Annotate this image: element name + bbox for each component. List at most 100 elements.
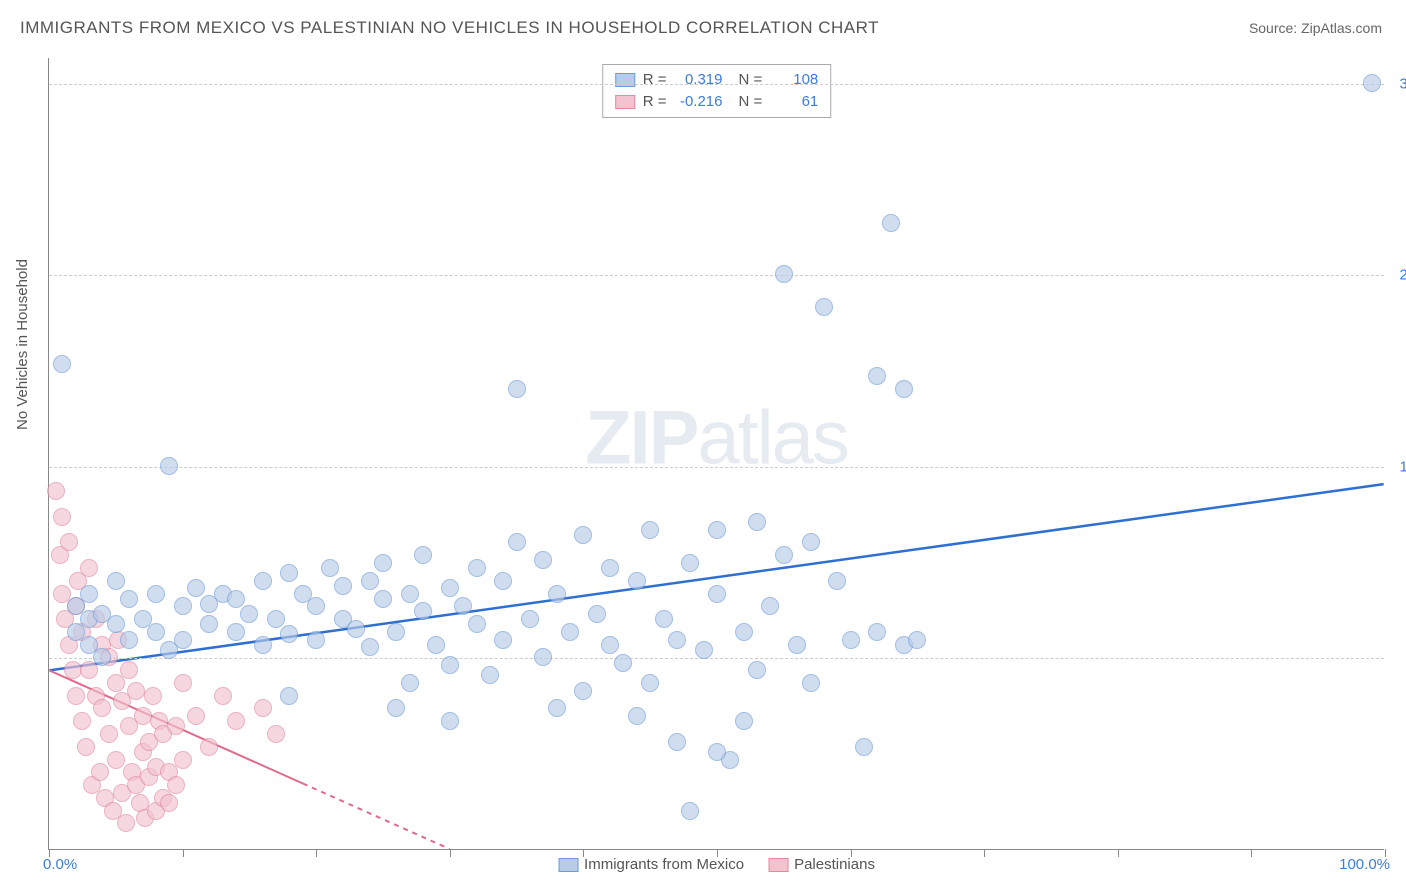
data-point: [174, 597, 192, 615]
data-point: [361, 572, 379, 590]
data-point: [574, 526, 592, 544]
data-point: [414, 602, 432, 620]
data-point: [387, 699, 405, 717]
data-point: [735, 712, 753, 730]
data-point: [735, 623, 753, 641]
r-label: R =: [643, 69, 667, 91]
data-point: [80, 559, 98, 577]
data-point: [107, 751, 125, 769]
data-point: [588, 605, 606, 623]
data-point: [494, 631, 512, 649]
data-point: [67, 687, 85, 705]
n-label: N =: [739, 91, 763, 113]
data-point: [100, 725, 118, 743]
source-prefix: Source:: [1249, 20, 1301, 36]
data-point: [267, 610, 285, 628]
legend-item: Palestinians: [768, 856, 875, 873]
x-tick: [49, 849, 50, 857]
data-point: [347, 620, 365, 638]
data-point: [321, 559, 339, 577]
data-point: [254, 636, 272, 654]
data-point: [47, 482, 65, 500]
source-link[interactable]: ZipAtlas.com: [1301, 20, 1382, 36]
x-tick: [183, 849, 184, 857]
data-point: [534, 648, 552, 666]
data-point: [117, 814, 135, 832]
data-point: [508, 380, 526, 398]
data-point: [401, 674, 419, 692]
data-point: [174, 674, 192, 692]
data-point: [628, 572, 646, 590]
data-point: [144, 687, 162, 705]
data-point: [200, 738, 218, 756]
data-point: [454, 597, 472, 615]
data-point: [1363, 74, 1381, 92]
data-point: [120, 631, 138, 649]
data-point: [788, 636, 806, 654]
data-point: [668, 733, 686, 751]
r-value: 0.319: [675, 69, 723, 91]
legend-label: Palestinians: [794, 856, 875, 873]
r-label: R =: [643, 91, 667, 113]
stats-legend: R =0.319N =108R =-0.216N =61: [602, 64, 832, 118]
data-point: [802, 674, 820, 692]
data-point: [441, 656, 459, 674]
stats-row: R =0.319N =108: [615, 69, 819, 91]
data-point: [494, 572, 512, 590]
data-point: [761, 597, 779, 615]
data-point: [254, 572, 272, 590]
data-point: [374, 554, 392, 572]
data-point: [174, 631, 192, 649]
data-point: [468, 559, 486, 577]
data-point: [80, 585, 98, 603]
data-point: [481, 666, 499, 684]
data-point: [307, 631, 325, 649]
data-point: [120, 661, 138, 679]
source-attribution: Source: ZipAtlas.com: [1249, 20, 1382, 36]
data-point: [93, 648, 111, 666]
x-tick: [851, 849, 852, 857]
y-tick-label: 0.0%: [43, 856, 103, 873]
data-point: [214, 687, 232, 705]
data-point: [240, 605, 258, 623]
data-point: [468, 615, 486, 633]
data-point: [628, 707, 646, 725]
data-point: [574, 682, 592, 700]
y-tick-label: 30.0%: [1386, 75, 1406, 92]
data-point: [548, 585, 566, 603]
data-point: [147, 623, 165, 641]
data-point: [334, 577, 352, 595]
x-tick: [717, 849, 718, 857]
data-point: [53, 355, 71, 373]
data-point: [187, 579, 205, 597]
data-point: [842, 631, 860, 649]
data-point: [160, 457, 178, 475]
data-point: [280, 564, 298, 582]
data-point: [147, 585, 165, 603]
data-point: [120, 590, 138, 608]
x-tick: [583, 849, 584, 857]
data-point: [508, 533, 526, 551]
data-point: [882, 214, 900, 232]
data-point: [127, 682, 145, 700]
legend-label: Immigrants from Mexico: [584, 856, 744, 873]
data-point: [73, 712, 91, 730]
data-point: [167, 717, 185, 735]
data-point: [641, 521, 659, 539]
data-point: [414, 546, 432, 564]
legend-swatch: [615, 73, 635, 87]
legend-swatch: [558, 858, 578, 872]
data-point: [561, 623, 579, 641]
stats-row: R =-0.216N =61: [615, 91, 819, 113]
data-point: [668, 631, 686, 649]
data-point: [187, 707, 205, 725]
y-tick-label: 7.5%: [1386, 650, 1406, 667]
gridline-h: [49, 467, 1384, 468]
data-point: [441, 712, 459, 730]
data-point: [77, 738, 95, 756]
data-point: [167, 776, 185, 794]
data-point: [427, 636, 445, 654]
data-point: [93, 699, 111, 717]
x-tick: [1251, 849, 1252, 857]
gridline-h: [49, 84, 1384, 85]
